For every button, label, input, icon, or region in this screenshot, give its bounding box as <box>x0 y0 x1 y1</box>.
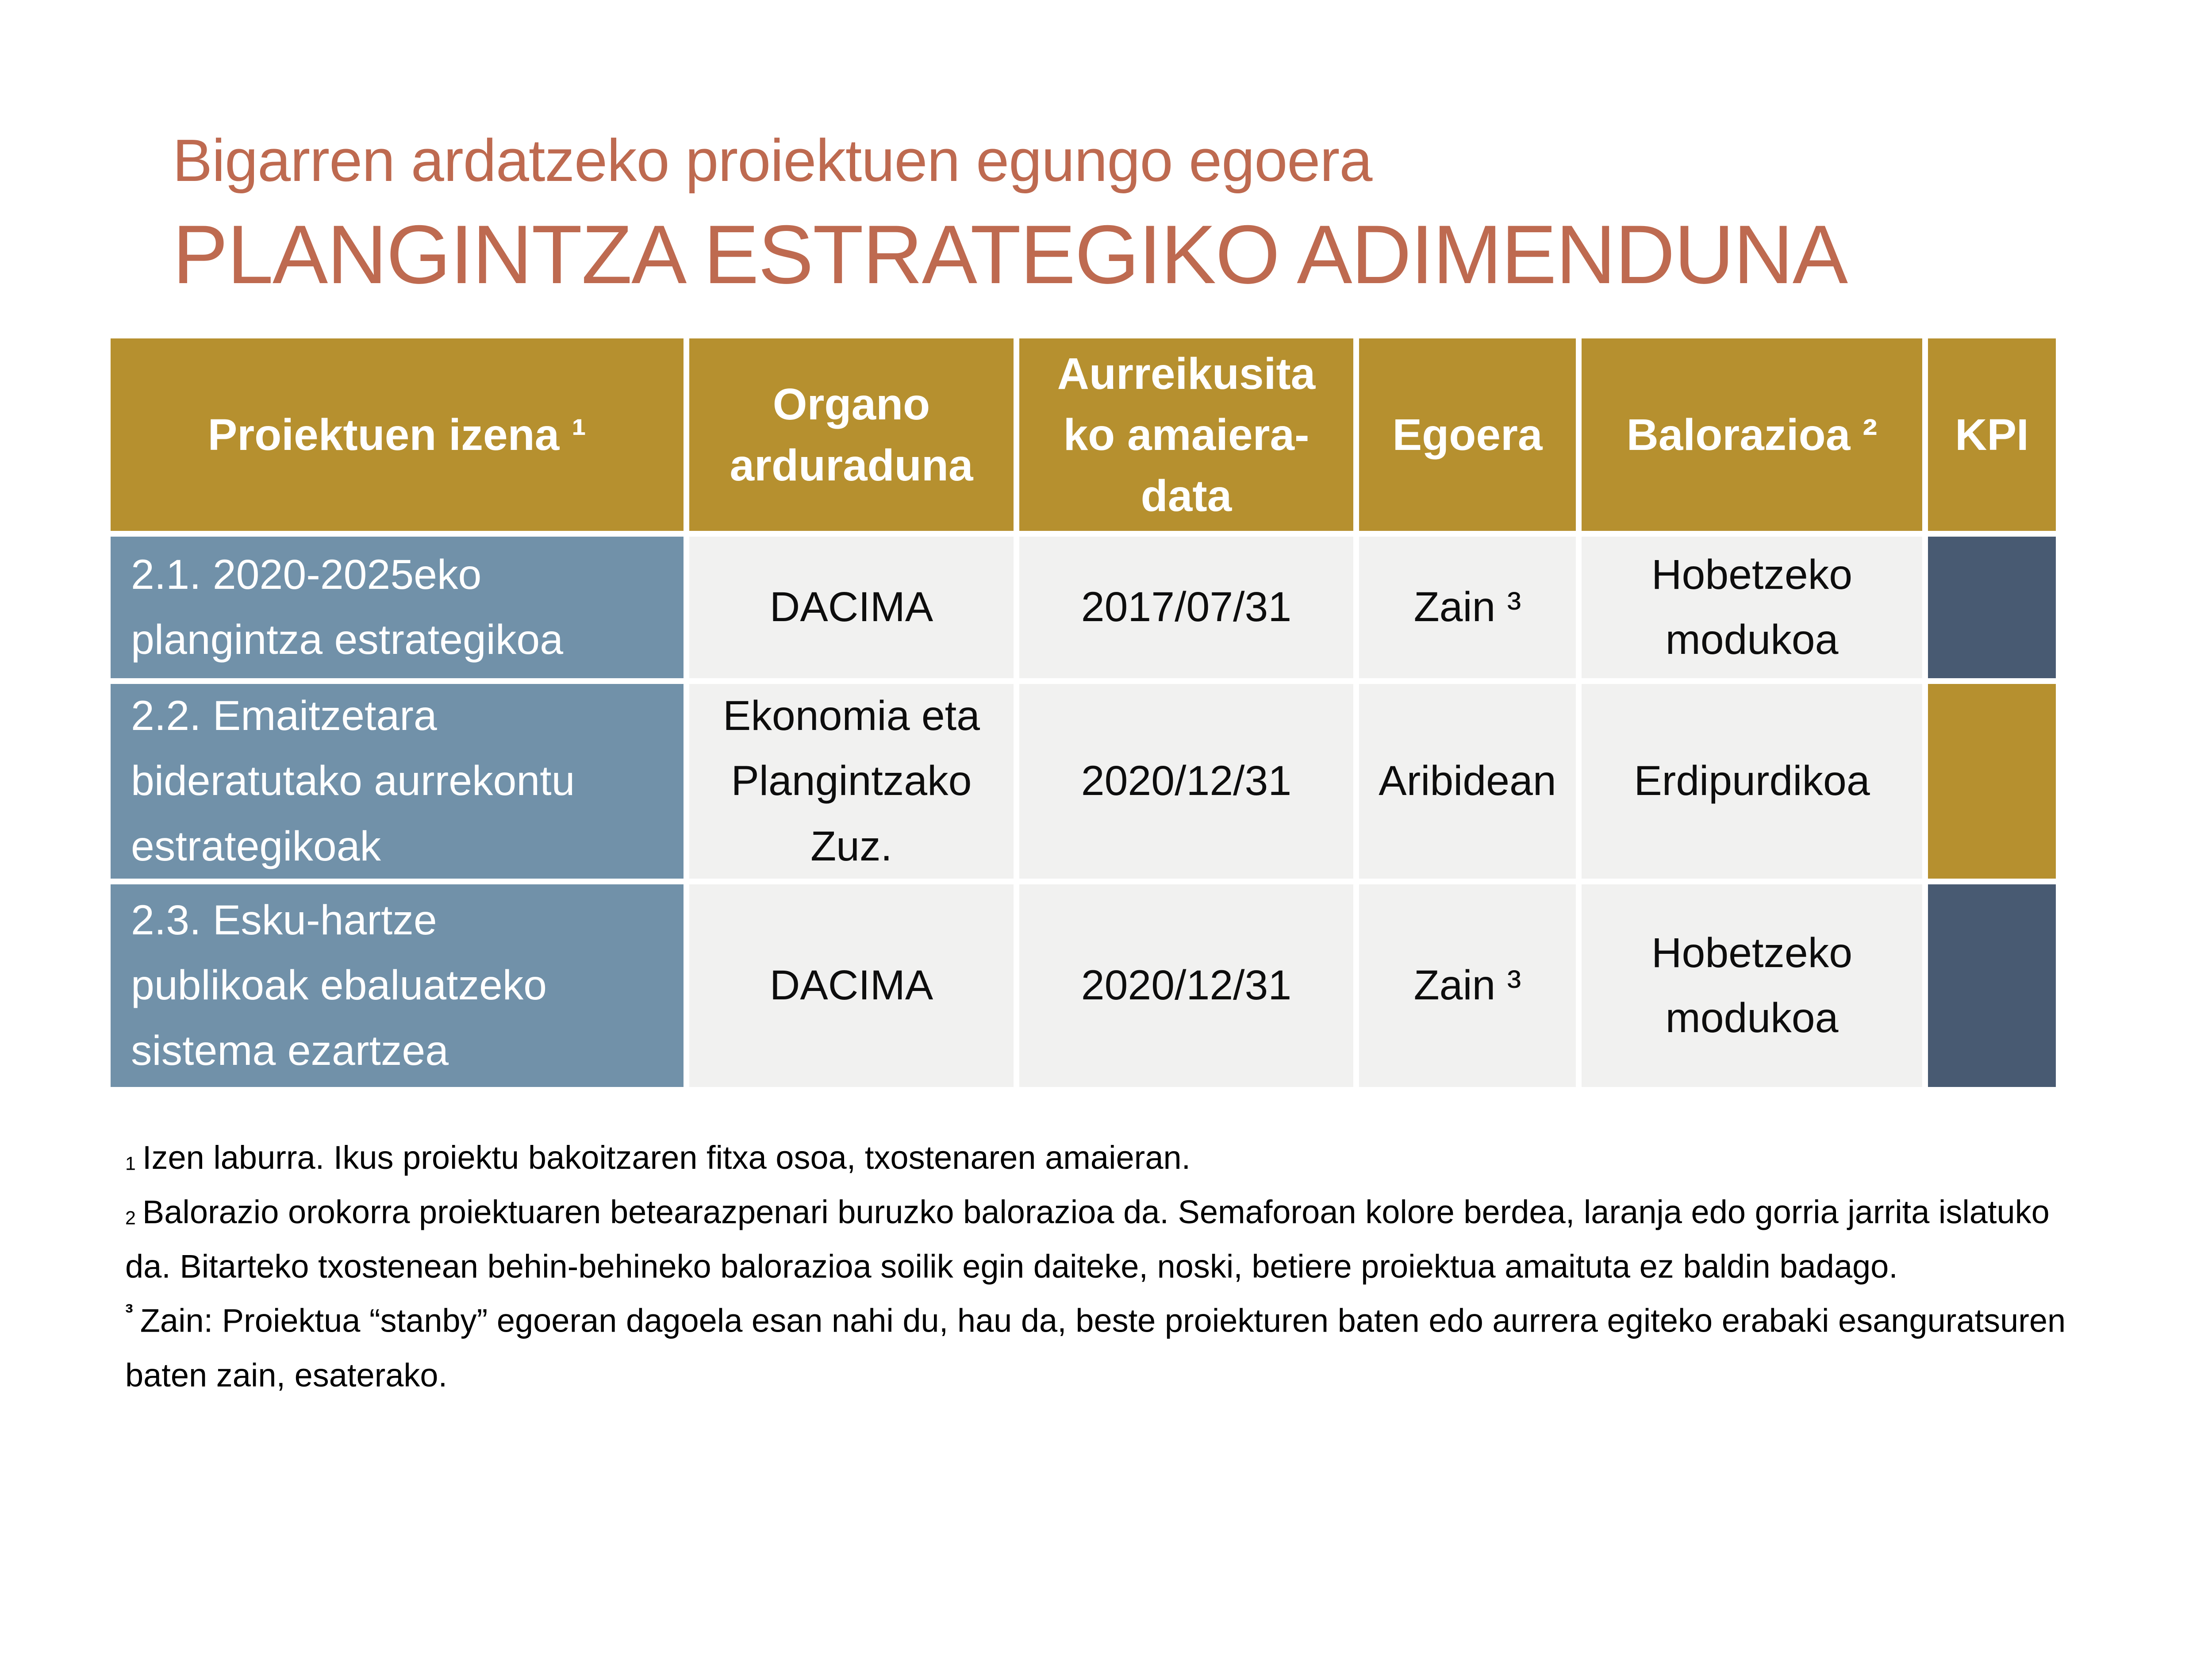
cell-project-name: 2.2. Emaitzetara bideratutako aurrekontu… <box>111 684 684 879</box>
cell-responsible-organ: DACIMA <box>689 537 1014 678</box>
footnote-item: 2 Balorazio orokorra proiektuaren beteara… <box>125 1185 2072 1294</box>
slide-title: PLANGINTZA ESTRATEGIKO ADIMENDUNA <box>173 208 1848 301</box>
cell-assessment: Erdipurdikoa <box>1582 684 1922 879</box>
header-cell-kpi: KPI <box>1928 338 2056 531</box>
cell-project-name: 2.1. 2020-2025eko plangintza estrategiko… <box>111 537 684 678</box>
cell-due-date: 2020/12/31 <box>1019 684 1353 879</box>
cell-kpi-indicator <box>1928 684 2056 879</box>
projects-status-table: Proiektuen izena ¹ Organo arduraduna Aur… <box>111 338 2056 1087</box>
header-cell-assessment: Balorazioa ² <box>1582 338 1922 531</box>
footnote-marker: 1 <box>125 1153 136 1175</box>
header-cell-expected-end-date: Aurreikusita ko amaiera- data <box>1019 338 1353 531</box>
footnotes: 1 Izen laburra. Ikus proiektu bakoitzaren… <box>125 1131 2072 1403</box>
header-cell-status: Egoera <box>1359 338 1576 531</box>
slide-subtitle: Bigarren ardatzeko proiektuen egungo ego… <box>173 127 1372 194</box>
header-cell-project-name: Proiektuen izena ¹ <box>111 338 684 531</box>
footnote-text: Izen laburra. Ikus proiektu bakoitzaren … <box>142 1139 1191 1176</box>
footnote-text: Zain: Proiektua “stanby” egoeran dagoela… <box>125 1302 2066 1394</box>
cell-assessment: Hobetzeko modukoa <box>1582 537 1922 678</box>
cell-responsible-organ: Ekonomia eta Plangintzako Zuz. <box>689 684 1014 879</box>
footnote-marker: ³ <box>125 1300 133 1326</box>
cell-project-name: 2.3. Esku-hartze publikoak ebaluatzeko s… <box>111 884 684 1087</box>
cell-due-date: 2017/07/31 <box>1019 537 1353 678</box>
cell-status: Zain ³ <box>1359 884 1576 1087</box>
header-cell-responsible-organ: Organo arduraduna <box>689 338 1014 531</box>
cell-due-date: 2020/12/31 <box>1019 884 1353 1087</box>
title-block: Bigarren ardatzeko proiektuen egungo ego… <box>173 126 2075 300</box>
cell-status: Aribidean <box>1359 684 1576 879</box>
footnote-text: Balorazio orokorra proiektuaren betearaz… <box>125 1193 2050 1285</box>
cell-kpi-indicator <box>1928 884 2056 1087</box>
cell-responsible-organ: DACIMA <box>689 884 1014 1087</box>
cell-kpi-indicator <box>1928 537 2056 678</box>
footnote-item: ³ Zain: Proiektua “stanby” egoeran dagoel… <box>125 1294 2072 1402</box>
cell-assessment: Hobetzeko modukoa <box>1582 884 1922 1087</box>
footnote-item: 1 Izen laburra. Ikus proiektu bakoitzaren… <box>125 1131 2072 1185</box>
footnote-marker: 2 <box>125 1207 136 1229</box>
cell-status: Zain ³ <box>1359 537 1576 678</box>
